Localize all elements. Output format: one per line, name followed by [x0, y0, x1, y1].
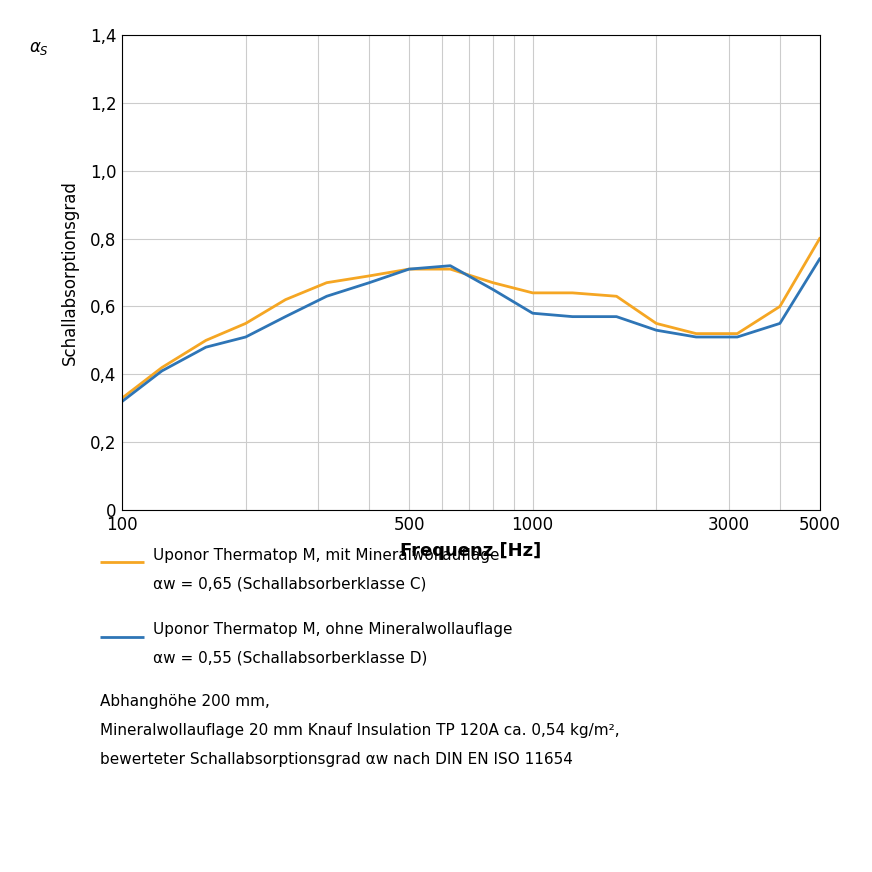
X-axis label: Frequenz [Hz]: Frequenz [Hz]: [400, 542, 542, 560]
Y-axis label: Schallabsorptionsgrad: Schallabsorptionsgrad: [61, 180, 78, 365]
Text: $\alpha_S$: $\alpha_S$: [30, 39, 49, 58]
Text: Abhanghöhe 200 mm,: Abhanghöhe 200 mm,: [100, 694, 270, 710]
Text: Uponor Thermatop M, mit Mineralwollauflage: Uponor Thermatop M, mit Mineralwollaufla…: [153, 548, 499, 563]
Text: αw = 0,65 (Schallabsorberklasse C): αw = 0,65 (Schallabsorberklasse C): [153, 576, 426, 592]
Text: Mineralwollauflage 20 mm Knauf Insulation TP 120A ca. 0,54 kg/m²,: Mineralwollauflage 20 mm Knauf Insulatio…: [100, 723, 620, 739]
Text: bewerteter Schallabsorptionsgrad αw nach DIN EN ISO 11654: bewerteter Schallabsorptionsgrad αw nach…: [100, 752, 573, 767]
Text: αw = 0,55 (Schallabsorberklasse D): αw = 0,55 (Schallabsorberklasse D): [153, 651, 427, 666]
Text: Uponor Thermatop M, ohne Mineralwollauflage: Uponor Thermatop M, ohne Mineralwollaufl…: [153, 622, 512, 637]
